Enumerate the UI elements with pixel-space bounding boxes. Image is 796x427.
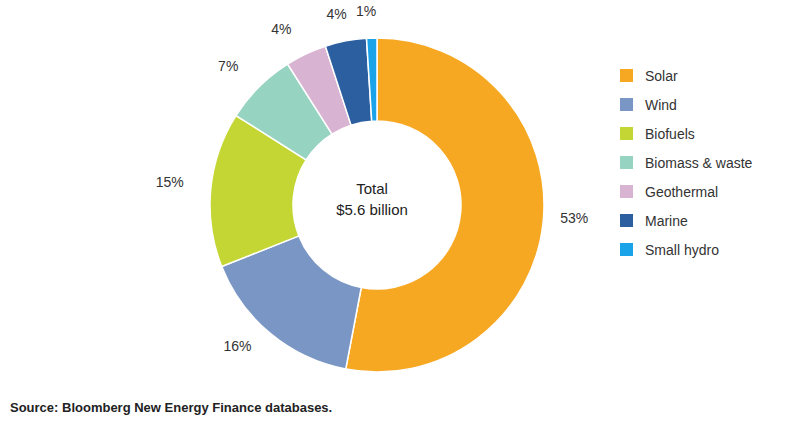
html-text:Biofuels: Biofuels <box>645 125 695 142</box>
html-text:Marine: Marine <box>645 212 688 229</box>
svg-text:7%: 7% <box>218 58 238 74</box>
html-text:Source: Bloomberg New Energy F: Source: Bloomberg New Energy Finance dat… <box>10 400 333 415</box>
html-text:Solar: Solar <box>645 67 678 84</box>
html-text:$5.6 billion: $5.6 billion <box>336 201 408 218</box>
svg-text:53%: 53% <box>560 210 588 226</box>
html-text:Biomass & waste: Biomass & waste <box>645 154 753 171</box>
svg-text:15%: 15% <box>156 174 184 190</box>
html-text:Geothermal: Geothermal <box>645 183 719 200</box>
svg-text:16%: 16% <box>223 338 251 354</box>
svg-text:1%: 1% <box>356 3 376 19</box>
svg-text:4%: 4% <box>271 21 291 37</box>
html-text:Total: Total <box>356 180 388 197</box>
svg-text:4%: 4% <box>326 6 346 22</box>
html-text:Small hydro: Small hydro <box>645 241 719 258</box>
html-text:Wind: Wind <box>645 96 677 113</box>
